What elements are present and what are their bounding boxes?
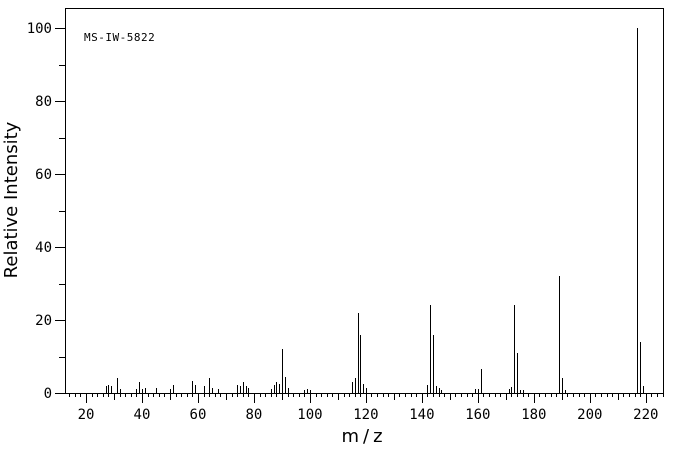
x-tick-label: 20: [78, 407, 95, 423]
x-tick-label: 180: [521, 407, 546, 423]
x-tick-label: 200: [577, 407, 602, 423]
x-axis-tick-labels: 20 40 60 80 100 120 140 160 180 200 220: [78, 407, 659, 423]
plot-frame: [65, 8, 664, 394]
y-tick-label: 40: [35, 240, 52, 256]
spectrum-id-label: MS-IW-5822: [84, 31, 155, 44]
x-tick-label: 100: [297, 407, 322, 423]
x-tick-label: 220: [633, 407, 658, 423]
x-tick-label: 60: [190, 407, 207, 423]
x-tick-label: 160: [465, 407, 490, 423]
peaks-group: [106, 28, 644, 393]
y-tick-label: 0: [44, 386, 52, 402]
y-axis-tick-labels: 0 20 40 60 80 100: [27, 21, 52, 402]
x-tick-label: 80: [246, 407, 263, 423]
y-axis-title: Relative Intensity: [1, 121, 22, 278]
x-tick-label: 40: [134, 407, 151, 423]
x-tick-label: 120: [353, 407, 378, 423]
y-tick-label: 60: [35, 167, 52, 183]
y-tick-label: 100: [27, 21, 52, 37]
x-axis-ticks: [69, 393, 664, 403]
x-axis-title: m/z: [341, 426, 386, 447]
y-axis-ticks: [55, 28, 65, 394]
y-tick-label: 20: [35, 313, 52, 329]
x-tick-label: 140: [409, 407, 434, 423]
y-tick-label: 80: [35, 94, 52, 110]
